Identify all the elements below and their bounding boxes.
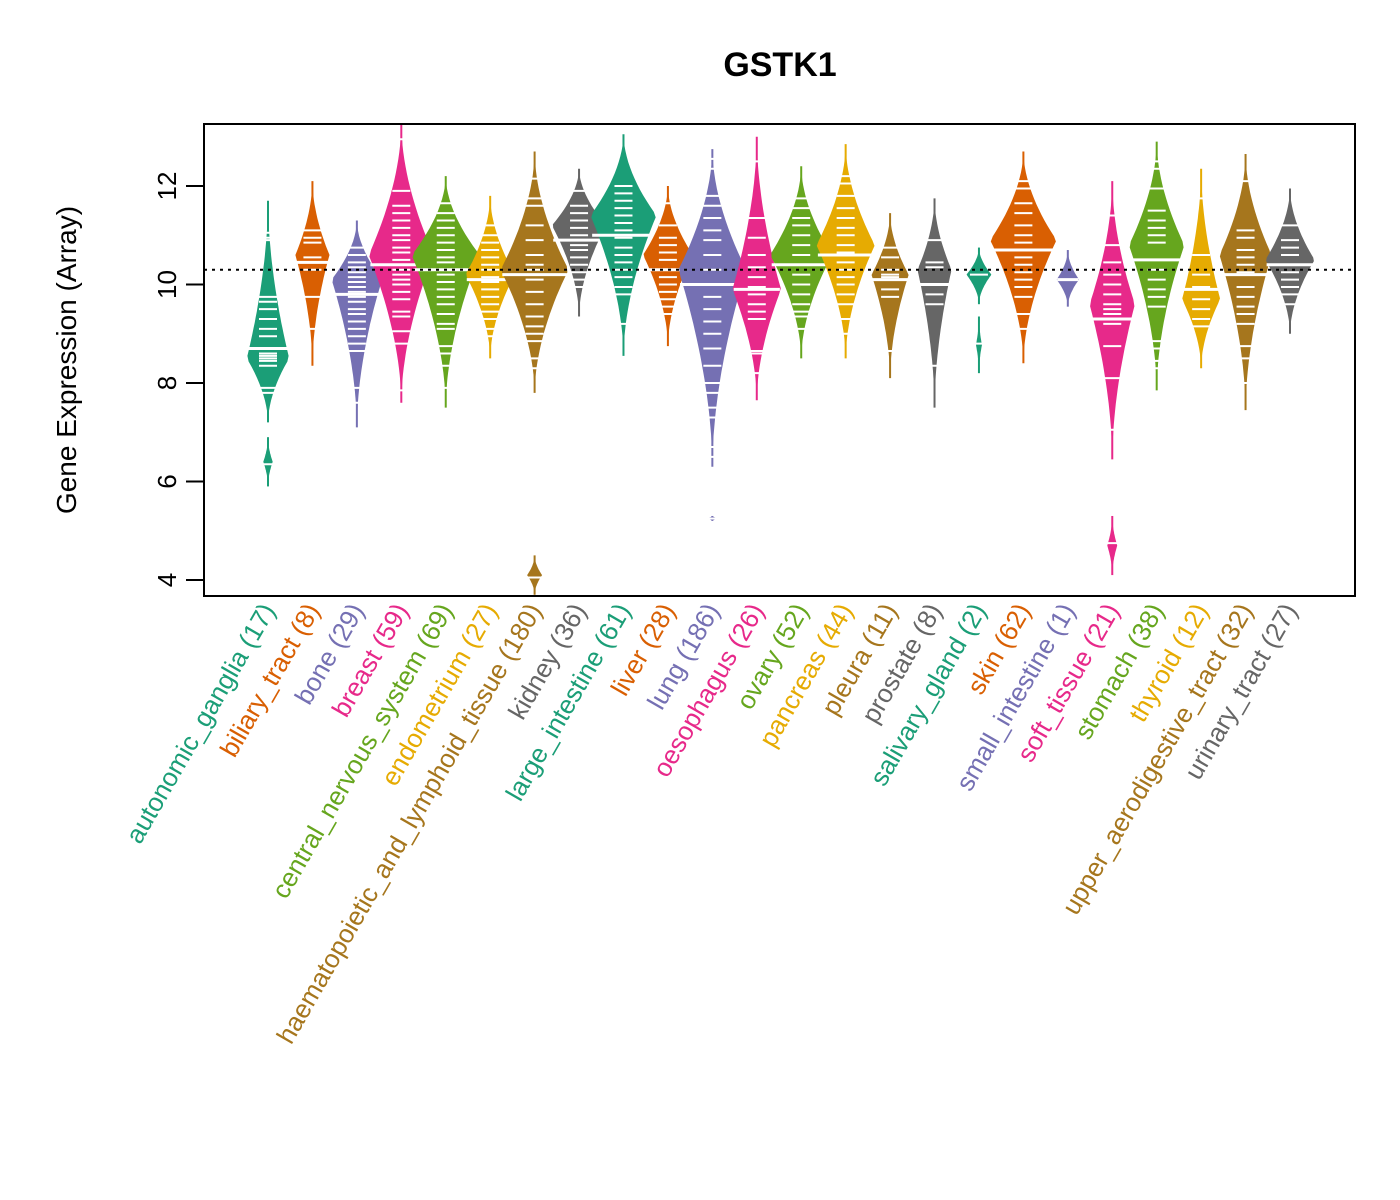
bean-urinary-tract	[1266, 188, 1314, 334]
bean-density	[966, 247, 992, 305]
y-tick-label: 4	[152, 573, 182, 587]
bean-density	[412, 176, 479, 408]
bean-upper-aerodigestive-tract	[1219, 153, 1272, 411]
bean-density	[1182, 168, 1220, 369]
bean-stomach	[1129, 141, 1184, 391]
bean-density	[332, 220, 382, 428]
bean-prostate	[917, 198, 952, 408]
bean-density	[591, 134, 656, 356]
bean-density	[679, 149, 746, 467]
bean-density	[732, 136, 781, 401]
bean-autonomic-ganglia	[247, 200, 289, 487]
bean-large-intestine	[591, 134, 656, 356]
bean-density	[976, 316, 982, 374]
bean-density	[1266, 188, 1314, 334]
bean-small-intestine	[1056, 250, 1079, 307]
y-axis-label: Gene Expression (Array)	[51, 206, 82, 514]
y-tick-label: 6	[152, 474, 182, 488]
y-axis: 4 6 8 10 12	[152, 172, 204, 587]
bean-pancreas	[816, 144, 875, 359]
bean-density	[263, 437, 273, 487]
bean-density	[295, 181, 330, 366]
bean-thyroid	[1182, 168, 1220, 369]
bean-density	[1129, 141, 1184, 391]
bean-density	[247, 200, 289, 423]
bean-bone	[332, 220, 382, 428]
bean-density	[501, 151, 568, 393]
y-tick-label: 10	[152, 270, 182, 299]
bean-endometrium	[466, 195, 514, 359]
y-tick-label: 8	[152, 376, 182, 390]
y-tick-label: 12	[152, 172, 182, 201]
bean-oesophagus	[732, 136, 781, 401]
bean-density	[552, 168, 606, 317]
bean-skin	[990, 151, 1056, 364]
bean-central-nervous-system	[412, 176, 479, 408]
chart-title: GSTK1	[723, 46, 836, 84]
bean-density	[917, 198, 952, 408]
bean-lung	[679, 149, 746, 521]
bean-biliary-tract	[295, 181, 330, 366]
bean-haematopoietic-and-lymphoid-tissue	[501, 151, 568, 595]
bean-pleura	[871, 213, 909, 379]
bean-density	[1107, 516, 1118, 576]
bean-density	[1219, 154, 1272, 411]
bean-density	[643, 186, 693, 347]
bean-ovary	[771, 166, 831, 359]
bean-soft-tissue	[1090, 181, 1135, 576]
plot-frame	[203, 123, 1356, 597]
bean-density	[771, 166, 831, 359]
x-axis-labels: autonomic_ganglia (17)biliary_tract (8)b…	[119, 598, 1303, 1049]
bean-kidney	[552, 168, 606, 317]
bean-density	[816, 144, 875, 359]
plot-area	[204, 124, 1355, 595]
bean-density	[527, 555, 543, 595]
bean-density	[871, 213, 909, 379]
bean-salivary-gland	[966, 247, 992, 374]
